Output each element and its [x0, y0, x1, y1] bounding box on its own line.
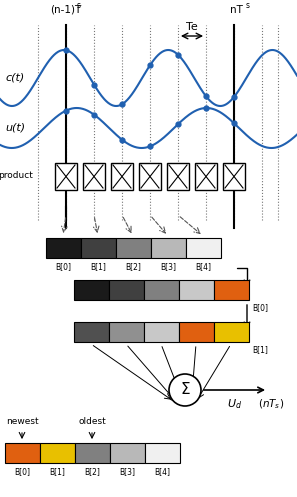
- Bar: [167, 163, 189, 190]
- Bar: [223, 163, 245, 190]
- Text: (n-1)T: (n-1)T: [50, 5, 82, 15]
- Text: c(t): c(t): [5, 73, 25, 83]
- Text: oldest: oldest: [78, 417, 106, 426]
- Bar: [139, 163, 161, 190]
- Text: B[4]: B[4]: [154, 468, 170, 477]
- Bar: [81, 238, 116, 258]
- Bar: [110, 443, 145, 463]
- Bar: [109, 280, 144, 300]
- Bar: [179, 280, 214, 300]
- Bar: [40, 443, 75, 463]
- Bar: [144, 280, 179, 300]
- Text: B[1]: B[1]: [252, 345, 268, 354]
- Bar: [195, 163, 217, 190]
- Bar: [214, 322, 249, 342]
- Text: Te: Te: [186, 22, 198, 32]
- Text: B[3]: B[3]: [160, 262, 176, 271]
- Bar: [186, 238, 221, 258]
- Text: B[1]: B[1]: [90, 262, 106, 271]
- Text: B[1]: B[1]: [49, 468, 65, 477]
- Bar: [111, 163, 133, 190]
- Text: B[0]: B[0]: [252, 304, 268, 313]
- Text: B[0]: B[0]: [55, 262, 71, 271]
- Text: $U_d$: $U_d$: [228, 397, 243, 411]
- Text: nT: nT: [230, 5, 242, 15]
- Text: $(nT_s)$: $(nT_s)$: [258, 397, 284, 411]
- Text: B[2]: B[2]: [125, 262, 141, 271]
- Bar: [214, 280, 249, 300]
- Bar: [179, 322, 214, 342]
- Bar: [151, 238, 186, 258]
- Text: u(t): u(t): [5, 123, 25, 133]
- Text: B[2]: B[2]: [84, 468, 100, 477]
- Bar: [46, 238, 81, 258]
- Bar: [145, 443, 180, 463]
- Bar: [109, 322, 144, 342]
- Bar: [74, 322, 109, 342]
- Circle shape: [169, 374, 201, 406]
- Bar: [83, 163, 105, 190]
- Text: B[4]: B[4]: [195, 262, 211, 271]
- Text: B[0]: B[0]: [14, 468, 30, 477]
- Text: newest: newest: [6, 417, 38, 426]
- Bar: [5, 443, 40, 463]
- Text: s: s: [77, 1, 81, 10]
- Bar: [144, 322, 179, 342]
- Text: product: product: [0, 171, 34, 180]
- Text: B[3]: B[3]: [119, 468, 135, 477]
- Bar: [75, 443, 110, 463]
- Text: s: s: [246, 1, 250, 10]
- Bar: [55, 163, 77, 190]
- Text: Σ: Σ: [180, 383, 190, 398]
- Bar: [116, 238, 151, 258]
- Bar: [74, 280, 109, 300]
